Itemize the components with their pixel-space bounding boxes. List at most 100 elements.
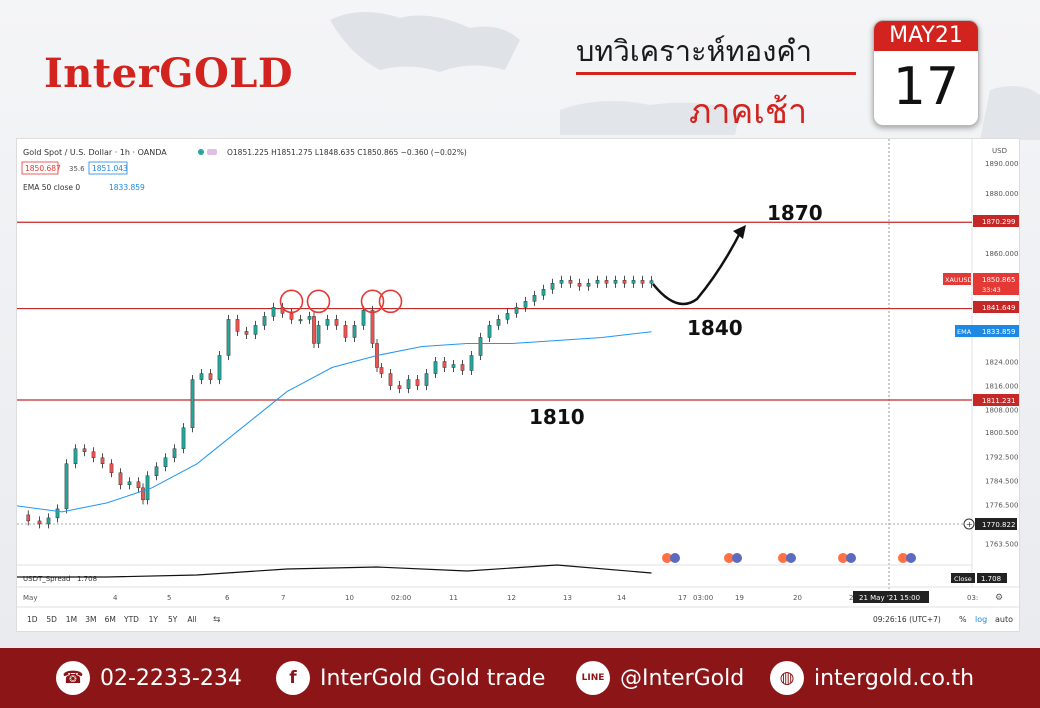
currency-label: USD xyxy=(992,147,1007,155)
resistance-touch-circle xyxy=(360,289,385,314)
time-tick-label: 12 xyxy=(507,594,516,602)
plus-icon[interactable]: + xyxy=(966,520,973,529)
spread-indicator-label: USDT_Spread xyxy=(23,575,70,583)
candle-body xyxy=(541,289,546,296)
candle-body xyxy=(199,373,204,380)
status-dot-icon xyxy=(198,149,204,155)
time-tick-label: 19 xyxy=(735,594,744,602)
date-range-icon[interactable]: ⇆ xyxy=(213,615,221,625)
auto-toggle[interactable]: auto xyxy=(995,615,1013,624)
candle-body xyxy=(622,280,627,284)
chart-panel[interactable]: Gold Spot / U.S. Dollar · 1h · OANDA O18… xyxy=(16,138,1021,633)
time-tick-label: 03: xyxy=(967,594,978,602)
footer-facebook[interactable]: f InterGold Gold trade xyxy=(276,648,545,708)
candle-body xyxy=(190,379,195,428)
timeframe-button[interactable]: 5D xyxy=(46,615,57,624)
event-flag-icon xyxy=(838,553,848,563)
price-tag-ema-text: 1833.859 xyxy=(982,328,1015,336)
level-label-1870: 1870 xyxy=(767,201,823,225)
footer-website[interactable]: ◍ intergold.co.th xyxy=(770,648,974,708)
ema-line xyxy=(16,331,652,513)
resistance-circles xyxy=(279,289,403,314)
candle-body xyxy=(568,280,573,284)
timeframe-button[interactable]: 1M xyxy=(66,615,77,624)
candle-body xyxy=(388,373,393,386)
candle-body xyxy=(307,316,312,320)
timeframe-button[interactable]: YTD xyxy=(123,615,139,624)
candle-body xyxy=(26,514,31,522)
candle-body xyxy=(559,280,564,284)
candle-body xyxy=(244,331,249,335)
candle-body xyxy=(163,457,168,467)
timeframe-button[interactable]: 1D xyxy=(27,615,38,624)
candle-body xyxy=(208,373,213,380)
xauusd-label-text: XAUUSD xyxy=(945,276,973,284)
price-tick-label: 1800.500 xyxy=(985,429,1018,437)
brand-logo: InterGOLD xyxy=(44,50,294,97)
timeframe-button[interactable]: 1Y xyxy=(149,615,159,624)
footer-line[interactable]: LINE @InterGold xyxy=(576,648,744,708)
level-label-1840: 1840 xyxy=(687,316,743,340)
price-tag-current xyxy=(973,273,1019,295)
event-flag-icon xyxy=(732,553,742,563)
footer-phone[interactable]: ☎ 02-2233-234 xyxy=(56,648,242,708)
timeframe-buttons[interactable]: 1D 5D 1M 3M 6M YTD 1Y 5Y All xyxy=(27,615,197,624)
event-flag-icon xyxy=(662,553,672,563)
price-chart[interactable]: Gold Spot / U.S. Dollar · 1h · OANDA O18… xyxy=(16,139,1021,633)
event-flag-icon xyxy=(906,553,916,563)
candle-body xyxy=(460,364,465,371)
price-tag-ema xyxy=(973,325,1019,337)
time-tick-label: 17 xyxy=(678,594,687,602)
candle-body xyxy=(415,379,420,386)
candle-body xyxy=(361,310,366,326)
candle-body xyxy=(316,325,321,344)
ask-box[interactable] xyxy=(88,161,128,175)
candle-body xyxy=(406,379,411,389)
candle-body xyxy=(550,283,555,290)
time-tick-label: 4 xyxy=(113,594,118,602)
candle-body xyxy=(55,508,60,519)
candle-body xyxy=(505,313,510,320)
timeframe-button[interactable]: 6M xyxy=(105,615,116,624)
candle-body xyxy=(334,319,339,326)
candle-body xyxy=(523,301,528,308)
candle-body xyxy=(289,313,294,320)
phone-icon: ☎ xyxy=(56,661,90,695)
candle-body xyxy=(136,481,141,489)
percent-toggle[interactable]: % xyxy=(959,615,967,624)
price-tag-1870 xyxy=(973,215,1019,227)
timeframe-button[interactable]: 5Y xyxy=(168,615,178,624)
candle-body xyxy=(253,325,258,335)
website-text: intergold.co.th xyxy=(814,665,975,691)
candle-body xyxy=(613,280,618,284)
candle-body xyxy=(379,367,384,374)
crosshair-price-tag xyxy=(975,518,1017,530)
resistance-touch-circle xyxy=(306,289,331,314)
resistance-touch-circle xyxy=(378,289,403,314)
level-label-1810: 1810 xyxy=(529,405,585,429)
calendar-month: MAY21 xyxy=(874,21,978,51)
eye-icon[interactable] xyxy=(207,149,217,155)
spread-indicator-value: 1.708 xyxy=(77,575,97,583)
price-tick-label: 1763.500 xyxy=(985,540,1018,548)
ema-label-text: EMA xyxy=(957,328,972,336)
settings-gear-icon[interactable]: ⚙ xyxy=(995,593,1003,603)
event-flag-icon xyxy=(778,553,788,563)
bid-box[interactable] xyxy=(21,161,59,175)
levels-group xyxy=(17,221,972,401)
candle-body xyxy=(433,361,438,374)
price-tick-label: 1784.500 xyxy=(985,477,1018,485)
candle-body xyxy=(496,319,501,326)
event-flag-icon xyxy=(786,553,796,563)
footer-bar: ☎ 02-2233-234 f InterGold Gold trade LIN… xyxy=(0,648,1040,708)
economic-events[interactable] xyxy=(662,553,916,563)
price-tag-current-text: 1850.865 xyxy=(982,276,1015,284)
facebook-icon: f xyxy=(276,661,310,695)
time-tick-label: May xyxy=(23,594,37,602)
add-alert-icon[interactable] xyxy=(963,518,975,530)
log-toggle[interactable]: log xyxy=(975,615,987,624)
timeframe-button[interactable]: 3M xyxy=(85,615,96,624)
candle-body xyxy=(64,463,69,510)
timeframe-button[interactable]: All xyxy=(187,615,196,624)
close-value-text: 1.708 xyxy=(981,575,1001,583)
